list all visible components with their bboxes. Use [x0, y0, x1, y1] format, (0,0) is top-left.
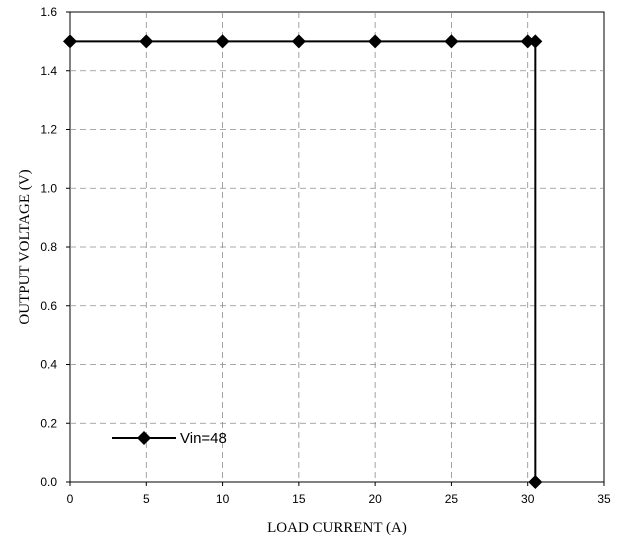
y-tick-label: 1.2 [40, 123, 57, 137]
y-tick-label: 1.0 [40, 181, 57, 195]
legend-marker [137, 431, 151, 445]
data-point [528, 475, 543, 489]
data-point [444, 34, 459, 49]
series-layer [63, 34, 543, 489]
axis-ticks: 0 5 10 15 20 25 30 35 0.0 0.2 0.4 0.6 0.8 1.0 1.2 1.4 1.… [40, 5, 611, 506]
y-axis-title: OUTPUT VOLTAGE (V) [17, 169, 33, 324]
legend-label: Vin=48 [180, 430, 227, 447]
y-tick-label: 0.0 [40, 475, 57, 489]
x-tick-label: 10 [216, 492, 230, 506]
x-tick-label: 20 [368, 492, 382, 506]
y-tick-label: 0.6 [40, 299, 57, 313]
data-point [291, 34, 306, 49]
y-tick-label: 0.8 [40, 240, 57, 254]
data-point [368, 34, 383, 49]
data-point [528, 34, 543, 49]
x-tick-label: 15 [292, 492, 306, 506]
y-tick-label: 0.4 [40, 358, 57, 372]
legend: Vin=48 [112, 430, 227, 447]
data-point [215, 34, 230, 49]
y-tick-label: 1.4 [40, 64, 57, 78]
data-point [63, 34, 77, 49]
y-tick-label: 1.6 [40, 5, 57, 19]
x-axis-title: LOAD CURRENT (A) [267, 520, 407, 536]
data-point [520, 34, 535, 49]
x-tick-label: 25 [445, 492, 459, 506]
x-tick-label: 0 [67, 492, 74, 506]
x-tick-label: 35 [597, 492, 611, 506]
y-tick-label: 0.2 [40, 416, 57, 430]
grid [70, 12, 604, 482]
x-tick-label: 30 [521, 492, 535, 506]
x-tick-label: 5 [143, 492, 150, 506]
data-point [139, 34, 154, 49]
